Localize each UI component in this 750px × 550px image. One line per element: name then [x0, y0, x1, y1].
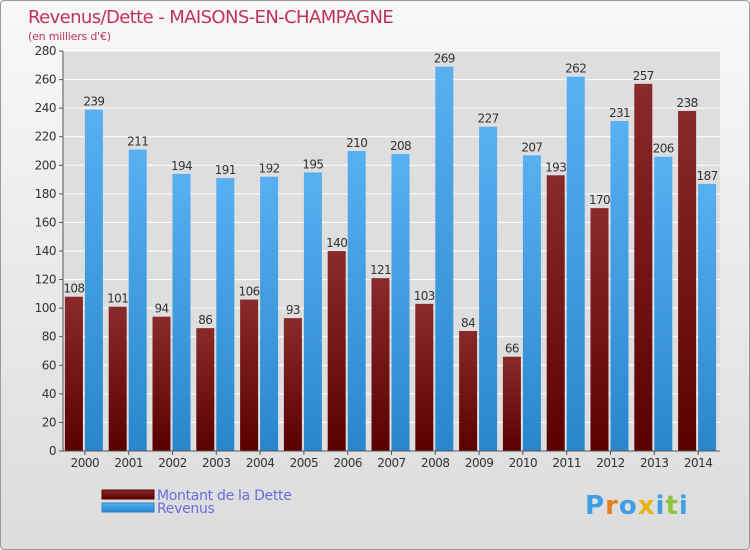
y-tick-label: 280 [35, 44, 56, 58]
legend-label-dette: Montant de la Dette [157, 488, 292, 504]
bar-revenus-2006 [347, 151, 366, 451]
bar-revenus-2000 [84, 109, 103, 452]
bar-dette-2002 [152, 316, 171, 451]
bar-revenus-2001 [128, 149, 147, 452]
bar-revenus-2011 [566, 76, 585, 451]
data-label-dette-2008: 103 [414, 289, 435, 303]
bar-revenus-2007 [391, 153, 410, 451]
data-label-dette-2003: 86 [198, 313, 212, 327]
bar-dette-2003 [196, 328, 215, 451]
y-tick-label: 0 [49, 444, 56, 458]
data-label-revenus-2004: 192 [259, 162, 280, 176]
x-tick-label: 2006 [333, 456, 362, 470]
bar-dette-2013 [634, 83, 653, 451]
data-label-revenus-2006: 210 [346, 136, 367, 150]
bar-revenus-2002 [172, 173, 191, 451]
x-tick-label: 2012 [596, 456, 625, 470]
bar-dette-2004 [240, 299, 259, 451]
x-tick-label: 2013 [640, 456, 669, 470]
y-tick-label: 80 [42, 330, 56, 344]
chart-subtitle: (en milliers d'€) [28, 30, 111, 43]
data-label-dette-2000: 108 [63, 282, 84, 296]
bar-revenus-2004 [260, 176, 279, 451]
y-tick-label: 60 [42, 358, 56, 372]
bar-revenus-2012 [610, 121, 629, 451]
bar-revenus-2010 [522, 155, 541, 452]
bar-revenus-2009 [479, 126, 498, 451]
bar-dette-2012 [590, 208, 609, 451]
data-label-dette-2011: 193 [545, 160, 566, 174]
data-label-dette-2005: 93 [286, 303, 300, 317]
data-label-revenus-2010: 207 [521, 140, 542, 154]
bar-revenus-2008 [435, 66, 454, 451]
data-label-revenus-2008: 269 [434, 52, 455, 66]
bar-revenus-2013 [654, 156, 673, 451]
legend-label-revenus: Revenus [157, 501, 215, 517]
legend-swatch-revenus [101, 502, 155, 513]
x-tick-label: 2014 [684, 456, 713, 470]
y-tick-label: 180 [35, 187, 56, 201]
data-label-revenus-2012: 231 [609, 106, 630, 120]
bar-dette-2010 [502, 356, 521, 451]
data-label-revenus-2002: 194 [171, 159, 192, 173]
y-tick-label: 220 [35, 130, 56, 144]
data-label-dette-2009: 84 [461, 316, 475, 330]
y-tick-label: 160 [35, 215, 56, 229]
data-label-revenus-2005: 195 [302, 157, 323, 171]
x-tick-label: 2007 [377, 456, 406, 470]
y-tick-label: 20 [42, 415, 56, 429]
data-label-dette-2001: 101 [107, 292, 128, 306]
data-label-dette-2006: 140 [326, 236, 347, 250]
data-label-dette-2014: 238 [677, 96, 698, 110]
x-tick-label: 2009 [465, 456, 494, 470]
legend-swatch-dette [101, 489, 155, 500]
bar-revenus-2005 [303, 172, 322, 451]
y-tick-label: 120 [35, 273, 56, 287]
data-label-revenus-2003: 191 [215, 163, 236, 177]
y-tick-label: 240 [35, 101, 56, 115]
y-tick-label: 200 [35, 158, 56, 172]
bar-dette-2008 [415, 303, 434, 451]
x-tick-label: 2000 [71, 456, 100, 470]
x-tick-label: 2003 [202, 456, 231, 470]
y-tick-label: 260 [35, 73, 56, 87]
x-tick-label: 2005 [290, 456, 319, 470]
x-tick-label: 2001 [114, 456, 143, 470]
bar-dette-2009 [459, 331, 478, 451]
data-label-dette-2010: 66 [505, 342, 519, 356]
bar-dette-2001 [108, 306, 127, 451]
bar-revenus-2014 [698, 183, 717, 451]
data-label-revenus-2009: 227 [478, 112, 499, 126]
data-label-revenus-2001: 211 [127, 135, 148, 149]
y-tick-label: 100 [35, 301, 56, 315]
data-label-dette-2002: 94 [154, 302, 168, 316]
data-label-dette-2004: 106 [239, 285, 260, 299]
chart-title: Revenus/Dette - MAISONS-EN-CHAMPAGNE [28, 7, 394, 28]
y-tick-label: 140 [35, 244, 56, 258]
bar-dette-2005 [283, 318, 302, 451]
data-label-dette-2012: 170 [589, 193, 610, 207]
bar-revenus-2003 [216, 178, 235, 451]
bar-dette-2007 [371, 278, 390, 451]
x-tick-label: 2011 [552, 456, 581, 470]
bar-dette-2000 [64, 296, 83, 451]
bar-dette-2014 [678, 111, 697, 451]
data-label-revenus-2011: 262 [565, 62, 586, 76]
data-label-revenus-2014: 187 [697, 169, 718, 183]
data-label-revenus-2013: 206 [653, 142, 674, 156]
y-tick-label: 40 [42, 387, 56, 401]
bar-dette-2011 [546, 175, 565, 452]
x-tick-label: 2002 [158, 456, 187, 470]
proxiti-logo: Proxiti [585, 491, 689, 521]
data-label-dette-2007: 121 [370, 263, 391, 277]
data-label-revenus-2007: 208 [390, 139, 411, 153]
x-tick-label: 2008 [421, 456, 450, 470]
x-tick-label: 2004 [246, 456, 275, 470]
bar-dette-2006 [327, 251, 346, 451]
data-label-revenus-2000: 239 [83, 95, 104, 109]
x-tick-label: 2010 [509, 456, 538, 470]
data-label-dette-2013: 257 [633, 69, 654, 83]
